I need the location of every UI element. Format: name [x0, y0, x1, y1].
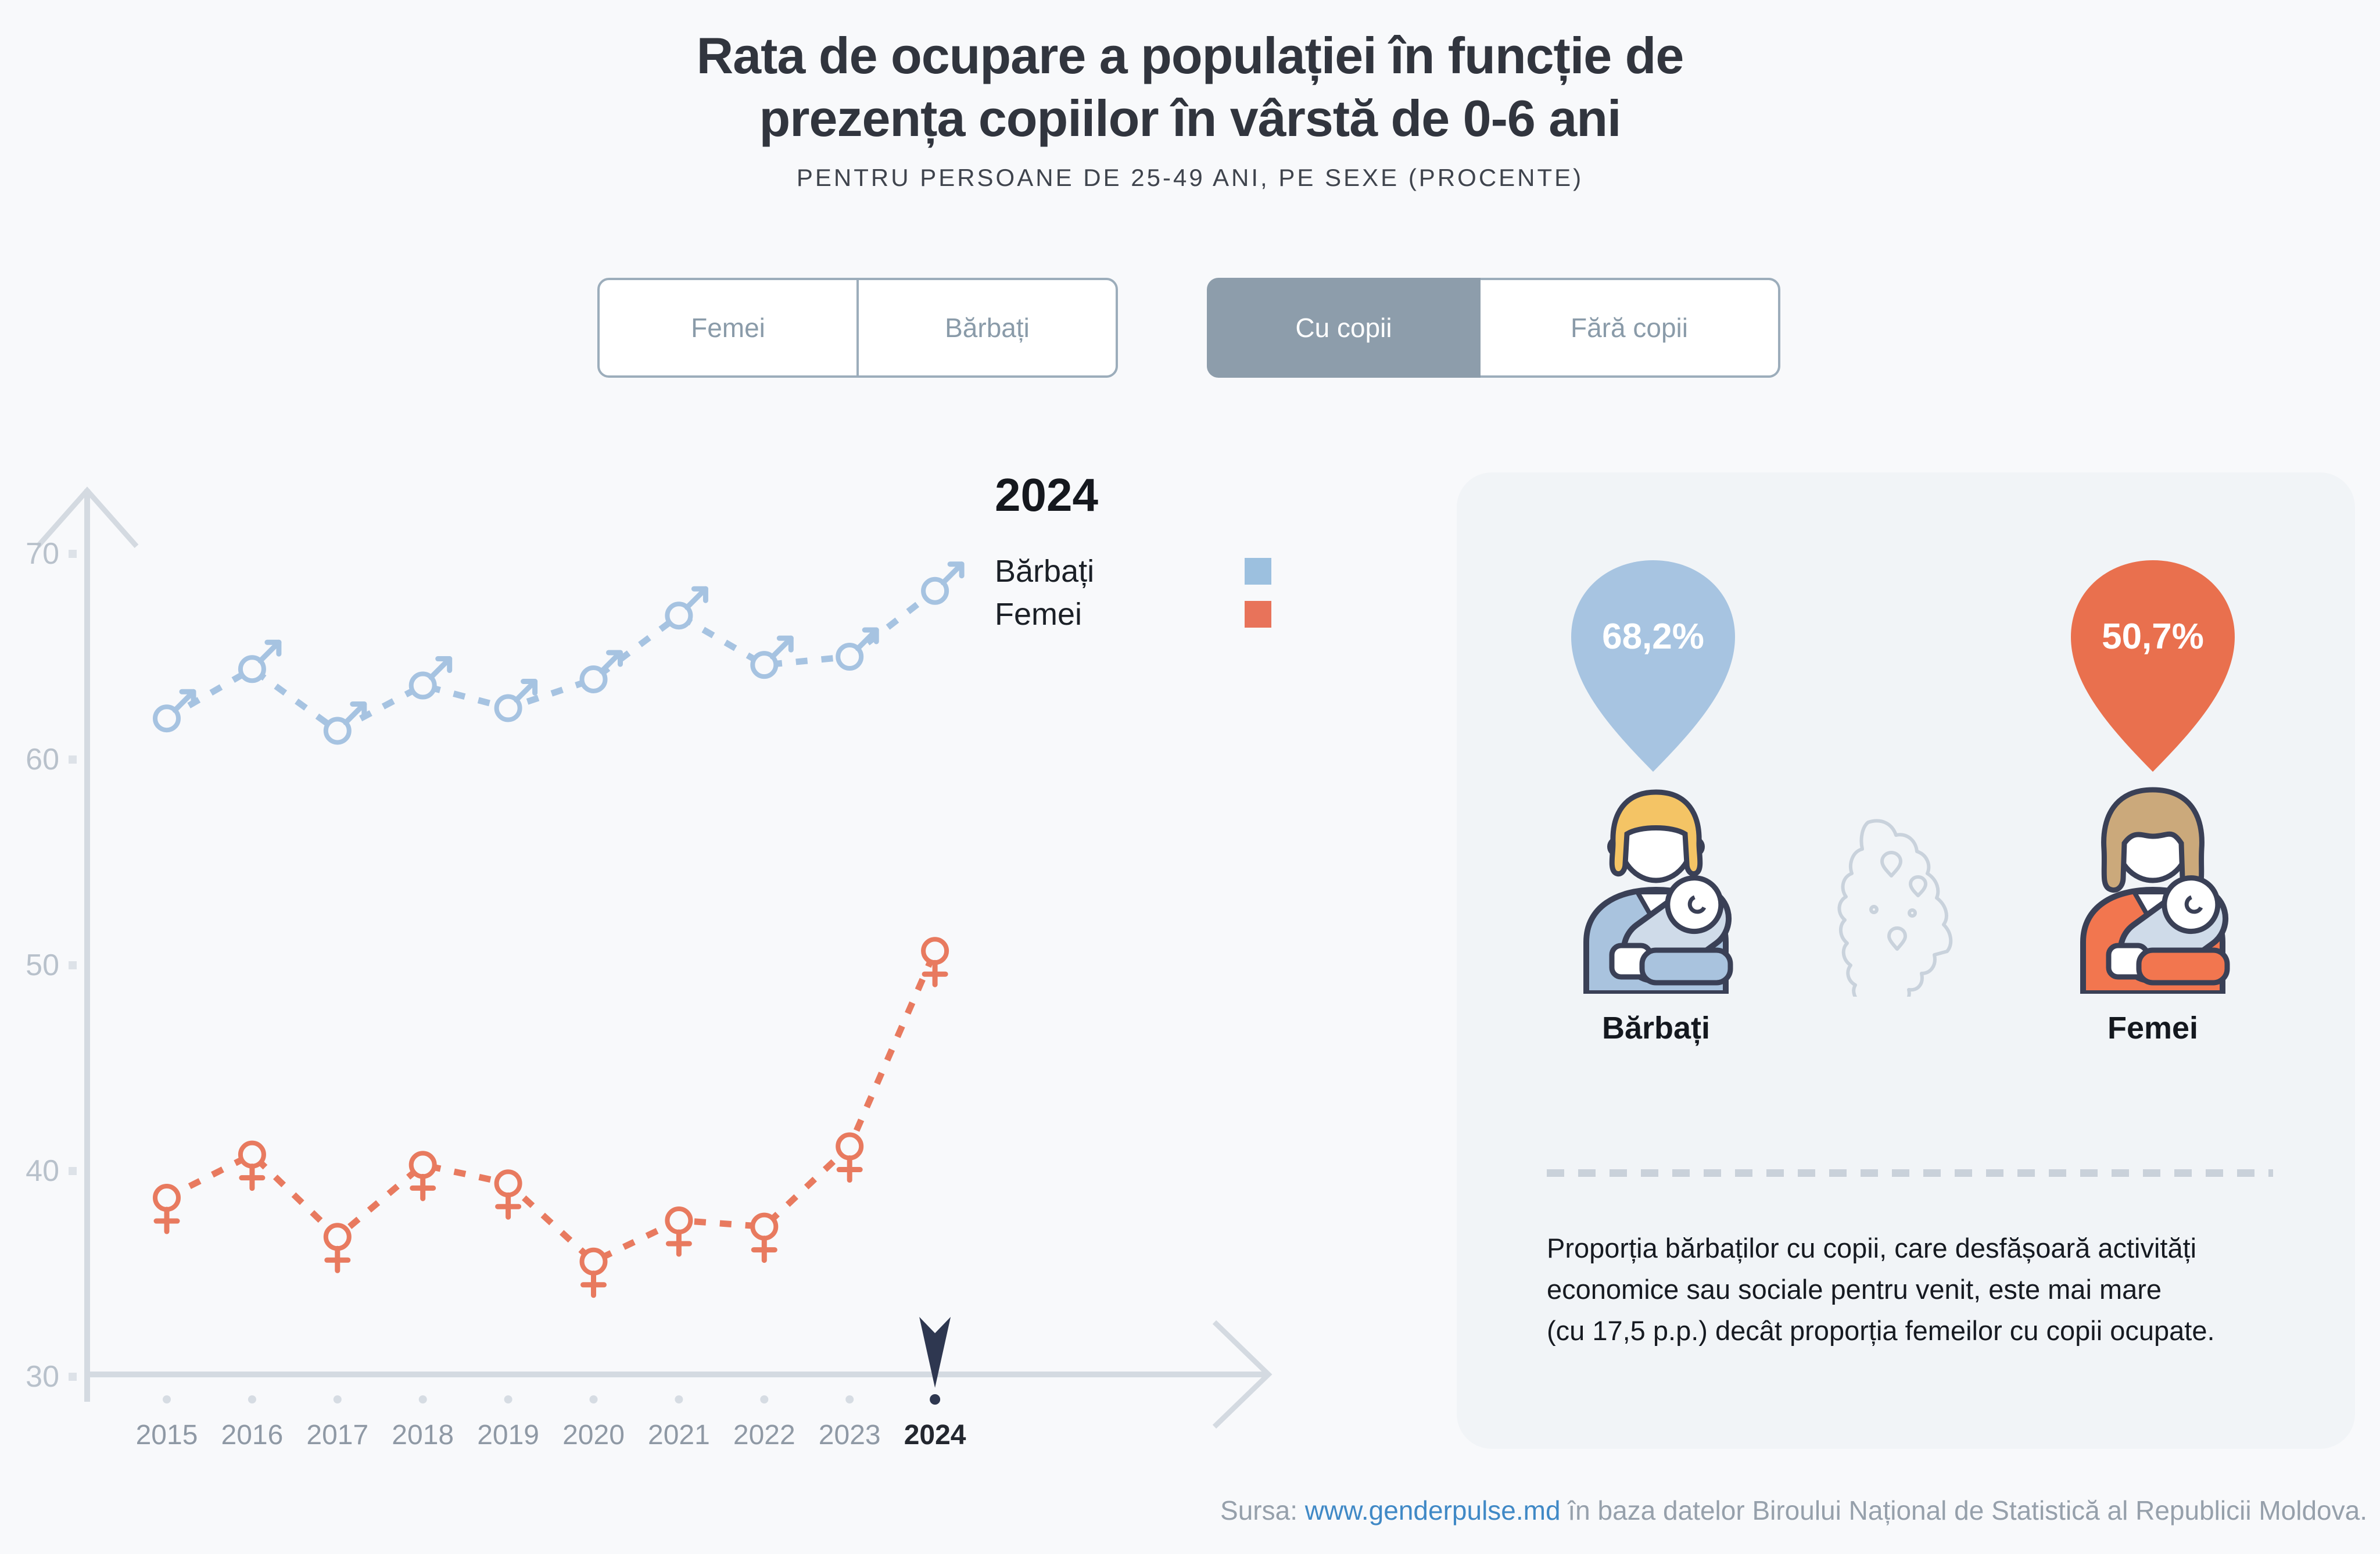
y-tick-label-40: 40	[26, 1154, 59, 1188]
moldova-map-icon	[1837, 819, 1953, 997]
chart-legend: Bărbați Femei	[995, 550, 1271, 636]
source-note: Sursa: www.genderpulse.md în baza datelo…	[1220, 1495, 2367, 1526]
female-icon-label: Femei	[2107, 1011, 2199, 1045]
source-prefix: Sursa:	[1220, 1495, 1305, 1526]
legend-year: 2024	[995, 469, 1098, 521]
x-axis-arrow-icon	[1212, 1320, 1273, 1429]
y-tick-label-70: 70	[26, 537, 59, 571]
marker-brbai-2019	[494, 679, 538, 722]
year-label-2015[interactable]: 2015	[136, 1420, 198, 1451]
toggle-fara-copii[interactable]: Fără copii	[1481, 278, 1780, 378]
marker-brbai-2022	[750, 635, 794, 679]
y-tick-label-50: 50	[26, 948, 59, 982]
year-dot-2017[interactable]	[333, 1395, 342, 1403]
year-label-2023[interactable]: 2023	[819, 1420, 881, 1451]
year-dot-2021[interactable]	[675, 1395, 683, 1403]
toggle-femei[interactable]: Femei	[600, 280, 859, 375]
legend-swatch-femei-icon	[1245, 601, 1271, 628]
marker-femei-2017	[323, 1223, 352, 1273]
year-label-2021[interactable]: 2021	[648, 1420, 710, 1451]
year-label-2017[interactable]: 2017	[306, 1420, 368, 1451]
panel-divider	[1547, 1169, 2273, 1177]
man-with-baby-icon	[1583, 789, 1733, 994]
legend-item-femei: Femei	[995, 593, 1271, 636]
marker-femei-2016	[238, 1140, 266, 1191]
y-tick-30	[69, 1373, 77, 1381]
marker-femei-2024	[921, 937, 949, 987]
male-value-pin-icon	[1571, 560, 1735, 772]
year-label-2016[interactable]: 2016	[221, 1420, 284, 1451]
woman-with-baby-icon	[2080, 787, 2230, 994]
year-dot-2018[interactable]	[418, 1395, 427, 1403]
marker-brbai-2015	[153, 689, 196, 733]
toggle-cu-copii[interactable]: Cu copii	[1207, 278, 1481, 378]
year-dot-2019[interactable]	[504, 1395, 512, 1403]
year-label-2024[interactable]: 2024	[904, 1420, 966, 1451]
marker-femei-2015	[153, 1184, 181, 1234]
year-dot-2015[interactable]	[163, 1395, 171, 1403]
marker-femei-2023	[836, 1132, 864, 1183]
children-toggle-group: Cu copii Fără copii	[1207, 278, 1780, 378]
year-dot-2024[interactable]	[930, 1394, 941, 1405]
series-line-femei	[165, 950, 938, 1266]
female-value-pin-icon	[2071, 560, 2235, 772]
marker-brbai-2023	[836, 627, 879, 671]
year-dot-2022[interactable]	[760, 1395, 769, 1403]
y-tick-70	[69, 550, 77, 558]
y-tick-label-60: 60	[26, 743, 59, 776]
page-title-line1: Rata de ocupare a populației în funcție …	[696, 27, 1684, 84]
y-tick-label-30: 30	[26, 1360, 59, 1394]
marker-brbai-2017	[323, 701, 367, 745]
marker-brbai-2024	[921, 561, 965, 605]
marker-femei-2018	[408, 1151, 437, 1201]
y-axis-arrow-icon	[35, 486, 139, 548]
legend-item-barbati: Bărbați	[995, 550, 1271, 593]
toggle-barbati[interactable]: Bărbați	[945, 313, 1030, 343]
page-title: Rata de ocupare a populației în funcție …	[0, 24, 2380, 150]
year-label-2022[interactable]: 2022	[733, 1420, 795, 1451]
y-tick-50	[69, 961, 77, 969]
marker-brbai-2018	[408, 656, 453, 700]
marker-femei-2020	[579, 1247, 608, 1298]
male-employment-value: 68,2%	[1602, 617, 1704, 657]
y-tick-40	[69, 1167, 77, 1175]
line-chart: 30 40 50 60 70 2015 2016 2017 2018 2019 2020 2021 20…	[26, 486, 1273, 1451]
marker-brbai-2020	[579, 650, 623, 693]
y-tick-60	[69, 755, 77, 764]
marker-femei-2021	[665, 1206, 693, 1257]
year-label-2020[interactable]: 2020	[562, 1420, 625, 1451]
female-employment-value: 50,7%	[2102, 617, 2204, 657]
year-label-2018[interactable]: 2018	[392, 1420, 454, 1451]
year-dot-2016[interactable]	[248, 1395, 256, 1403]
source-link[interactable]: www.genderpulse.md	[1304, 1495, 1561, 1526]
legend-label-femei: Femei	[995, 597, 1083, 632]
year-dot-2023[interactable]	[845, 1395, 854, 1403]
marker-femei-2019	[494, 1169, 522, 1220]
page-subtitle: PENTRU PERSOANE DE 25-49 ANI, PE SEXE (P…	[796, 164, 1584, 191]
current-year-indicator-icon[interactable]	[919, 1317, 951, 1388]
male-icon-label: Bărbați	[1601, 1011, 1711, 1045]
marker-brbai-2016	[238, 639, 282, 683]
marker-brbai-2021	[665, 586, 708, 630]
source-suffix: în baza datelor Biroului Național de Sta…	[1560, 1495, 2367, 1526]
year-dot-2020[interactable]	[589, 1395, 598, 1403]
year-label-2019[interactable]: 2019	[477, 1420, 539, 1451]
panel-note: Proporția bărbaților cu copii, care desf…	[1547, 1233, 2215, 1346]
sex-toggle-group: Femei Bărbați	[597, 278, 1118, 378]
legend-swatch-barbati-icon	[1245, 558, 1271, 585]
legend-label-barbati: Bărbați	[995, 554, 1095, 589]
series-line-brbai	[165, 588, 937, 735]
page-title-line2: prezența copiilor în vârstă de 0-6 ani	[759, 89, 1622, 147]
marker-femei-2022	[750, 1212, 779, 1263]
